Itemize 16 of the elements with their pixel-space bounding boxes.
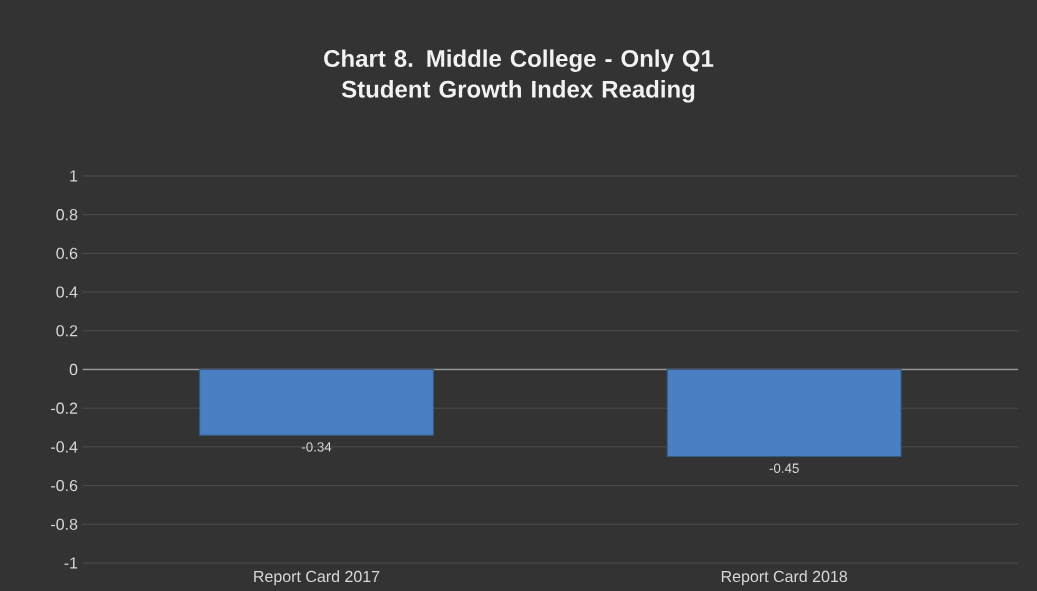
y-tick-label: -1 bbox=[64, 557, 78, 569]
y-tick-label: 0.6 bbox=[56, 247, 78, 260]
y-tick-label: 0.4 bbox=[56, 286, 78, 298]
y-tick-label: -0.8 bbox=[51, 518, 78, 530]
y-tick-label: -0.2 bbox=[51, 402, 78, 414]
y-tick-label: 1 bbox=[70, 170, 78, 182]
data-label: -0.45 bbox=[769, 463, 799, 473]
y-tick-label: -0.4 bbox=[51, 441, 78, 453]
y-tick-label: -0.6 bbox=[51, 479, 78, 492]
data-label: -0.34 bbox=[301, 442, 332, 452]
y-tick-label: 0.8 bbox=[56, 209, 78, 221]
y-tick-label: 0 bbox=[69, 363, 78, 376]
x-tick-label: Report Card 2018 bbox=[721, 570, 848, 586]
chart-title: Chart 8. Middle College - Only Q1 Student Growth Index Reading bbox=[324, 49, 714, 103]
x-tick-label: Report Card 2017 bbox=[254, 570, 380, 586]
y-tick-label: 0.2 bbox=[56, 325, 78, 337]
